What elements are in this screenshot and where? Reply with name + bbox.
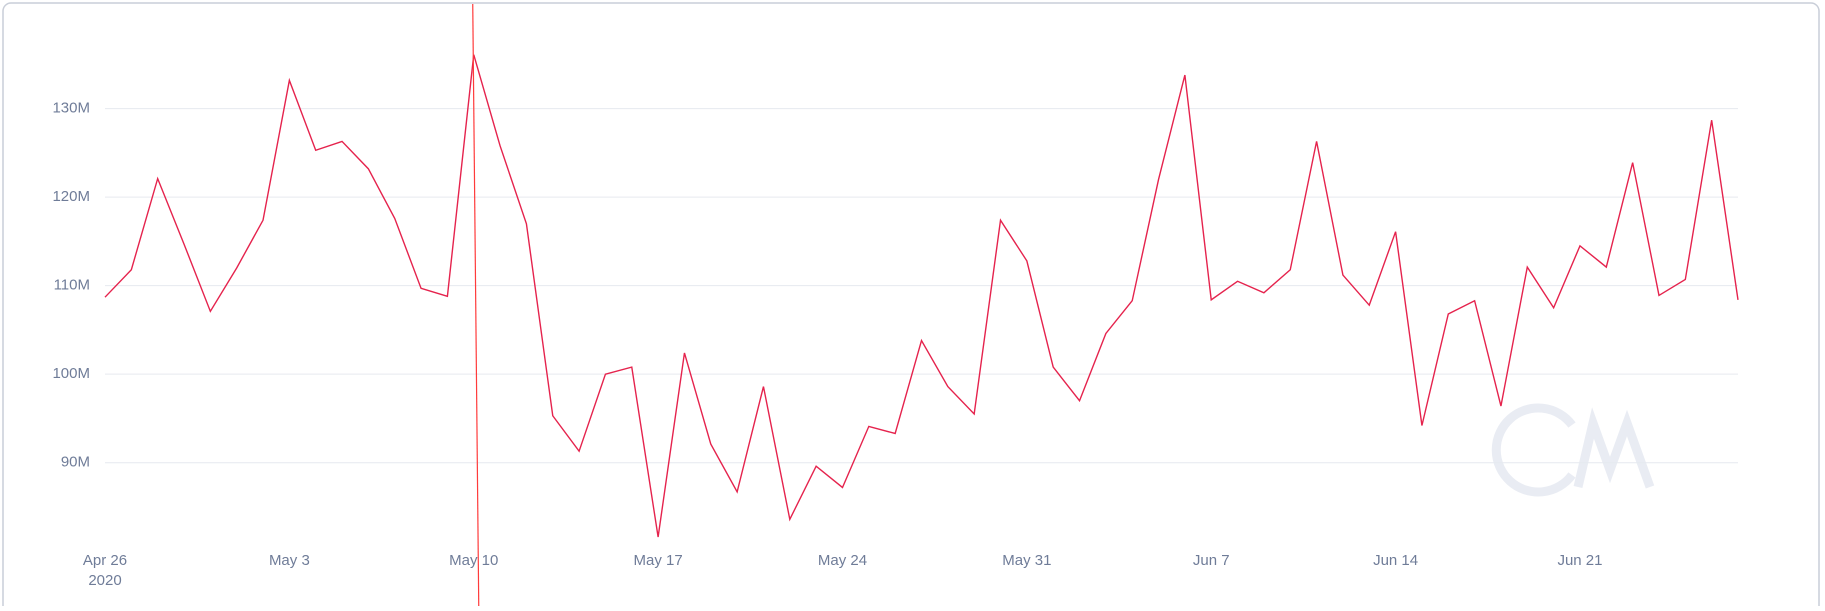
watermark-m xyxy=(1573,407,1655,489)
y-tick-label: 120M xyxy=(52,188,90,205)
data-line xyxy=(104,54,1739,538)
y-tick-label: 110M xyxy=(54,277,90,294)
x-tick-label: May 31 xyxy=(1002,552,1051,569)
watermark-c xyxy=(1491,403,1576,497)
x-tick-label: Jun 21 xyxy=(1557,552,1602,569)
y-tick-label: 90M xyxy=(61,454,90,471)
x-tick-label: May 3 xyxy=(269,552,310,569)
watermark-logo xyxy=(1491,403,1655,497)
x-tick-label: Apr 26 xyxy=(83,552,127,569)
y-tick-label: 130M xyxy=(52,100,90,117)
x-tick-label: May 24 xyxy=(818,552,867,569)
x-tick-label: Jun 7 xyxy=(1193,552,1230,569)
x-tick-label: May 17 xyxy=(634,552,683,569)
crosshair xyxy=(472,3,480,607)
x-year-label: 2020 xyxy=(88,572,121,589)
x-tick-label: Jun 14 xyxy=(1373,552,1418,569)
y-tick-label: 100M xyxy=(52,365,90,382)
x-tick-label: May 10 xyxy=(449,552,498,569)
